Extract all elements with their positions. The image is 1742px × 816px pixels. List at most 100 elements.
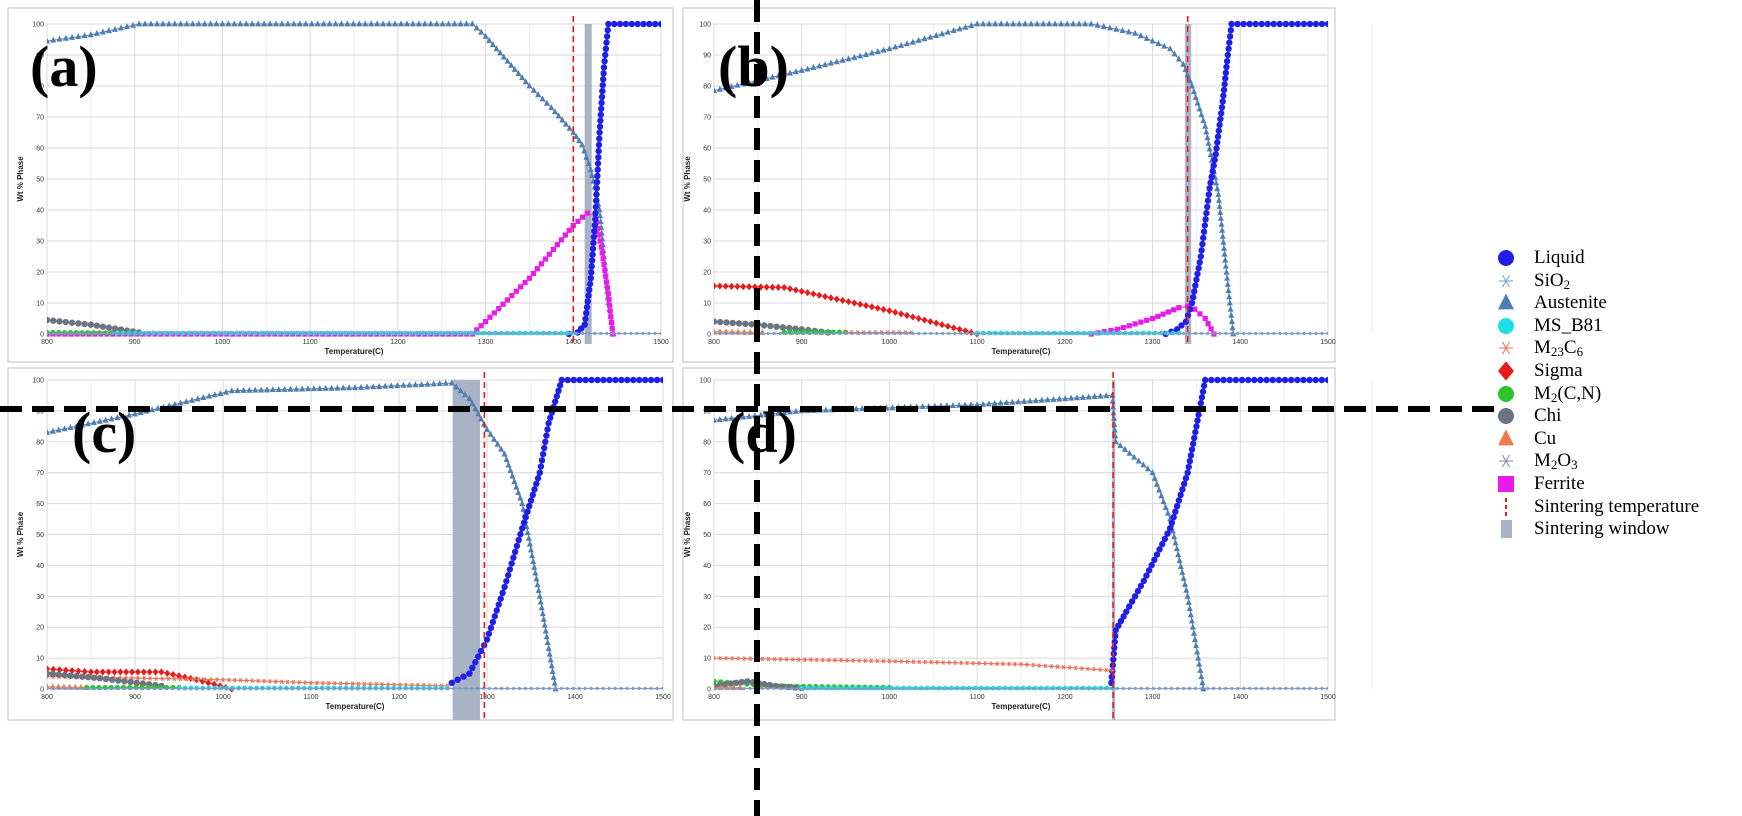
x-tick-label: 1400 xyxy=(1232,339,1248,346)
data-point xyxy=(50,317,57,324)
data-point xyxy=(856,686,861,691)
data-point xyxy=(302,20,309,27)
data-point xyxy=(87,31,94,38)
data-point xyxy=(171,400,178,407)
data-point xyxy=(733,679,740,687)
data-point xyxy=(1190,88,1197,95)
data-point xyxy=(600,256,606,262)
data-point xyxy=(1200,228,1208,235)
data-point xyxy=(971,686,975,691)
data-point xyxy=(224,686,229,691)
data-point xyxy=(183,20,190,27)
data-point xyxy=(595,147,602,155)
data-point xyxy=(517,530,524,538)
data-point xyxy=(284,20,291,27)
data-point xyxy=(588,269,595,276)
data-point xyxy=(500,301,506,307)
data-point xyxy=(190,676,196,682)
data-point xyxy=(522,279,528,286)
data-point xyxy=(518,284,524,290)
data-point xyxy=(75,320,82,327)
data-point xyxy=(1001,686,1005,691)
data-point xyxy=(584,210,590,216)
data-point xyxy=(922,686,927,691)
data-point xyxy=(340,331,344,336)
data-point xyxy=(93,686,97,691)
data-point xyxy=(767,322,774,330)
data-point xyxy=(769,73,776,80)
data-point xyxy=(962,327,969,335)
data-point xyxy=(398,686,402,691)
data-point xyxy=(49,670,57,678)
data-point xyxy=(212,686,217,691)
data-point xyxy=(582,376,589,384)
data-point xyxy=(99,331,103,336)
data-point xyxy=(526,502,533,510)
data-point xyxy=(394,331,398,336)
data-point xyxy=(1027,397,1034,404)
data-point xyxy=(1179,568,1186,575)
data-point xyxy=(886,686,891,691)
data-point xyxy=(55,671,62,678)
data-point xyxy=(1184,71,1191,78)
data-point xyxy=(535,91,542,98)
data-point xyxy=(542,627,549,634)
data-point xyxy=(1227,305,1234,312)
data-point xyxy=(746,412,753,419)
data-point xyxy=(172,676,177,682)
data-point xyxy=(466,394,473,401)
data-point xyxy=(1079,393,1086,400)
data-point xyxy=(976,660,982,666)
data-point xyxy=(1021,397,1028,404)
data-point xyxy=(406,331,410,336)
data-point xyxy=(773,323,780,330)
data-point xyxy=(784,657,789,662)
data-point xyxy=(537,463,545,470)
data-point xyxy=(448,379,455,386)
data-point xyxy=(1172,539,1179,546)
data-point xyxy=(580,214,586,220)
data-point xyxy=(1197,399,1205,407)
data-point xyxy=(246,386,253,393)
data-point xyxy=(526,540,533,547)
data-point xyxy=(340,384,347,391)
data-point xyxy=(898,41,905,48)
data-point xyxy=(802,331,807,336)
data-point xyxy=(1061,664,1066,670)
data-point xyxy=(478,323,484,329)
data-point xyxy=(1198,394,1206,401)
data-point xyxy=(787,285,794,293)
data-point xyxy=(596,123,604,130)
data-point xyxy=(596,135,603,142)
data-point xyxy=(933,319,940,327)
data-point xyxy=(249,678,255,684)
data-point xyxy=(81,686,85,691)
data-point xyxy=(623,331,627,336)
data-point xyxy=(293,385,300,392)
data-point xyxy=(249,331,254,336)
data-point xyxy=(314,686,318,691)
data-point xyxy=(499,686,504,691)
y-tick-label: 40 xyxy=(703,563,711,570)
data-point xyxy=(183,331,188,336)
data-point xyxy=(81,320,88,328)
data-point xyxy=(469,400,476,407)
data-point xyxy=(584,298,591,305)
data-point xyxy=(90,674,98,681)
data-point xyxy=(57,686,61,691)
data-point xyxy=(136,20,143,27)
data-point xyxy=(1300,376,1307,384)
data-point xyxy=(748,331,752,336)
data-point xyxy=(1199,240,1206,248)
data-point xyxy=(472,405,479,412)
data-point xyxy=(1232,376,1240,384)
data-point xyxy=(775,409,782,416)
data-point xyxy=(1143,572,1150,579)
data-point xyxy=(986,20,993,27)
data-point xyxy=(538,457,546,464)
data-point xyxy=(1015,398,1022,405)
data-point xyxy=(105,686,109,691)
y-tick-label: 90 xyxy=(36,53,44,60)
data-point xyxy=(816,291,823,299)
data-point xyxy=(177,20,184,27)
